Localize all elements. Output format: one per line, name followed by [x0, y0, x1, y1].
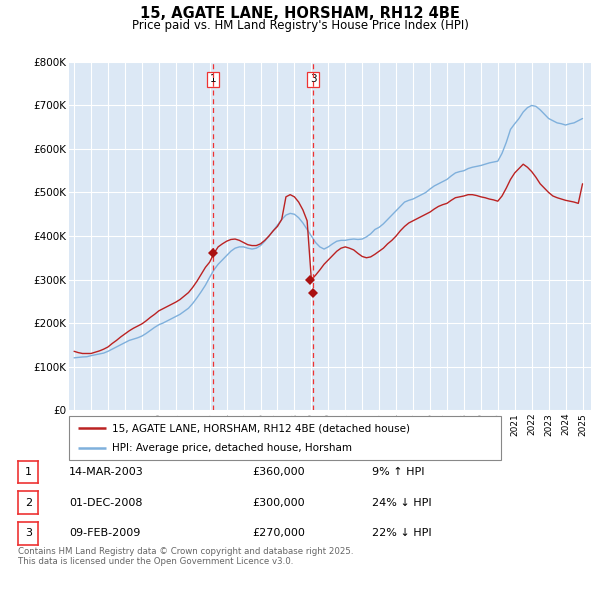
Text: £270,000: £270,000: [252, 529, 305, 538]
Text: HPI: Average price, detached house, Horsham: HPI: Average price, detached house, Hors…: [112, 443, 352, 453]
Text: 22% ↓ HPI: 22% ↓ HPI: [372, 529, 431, 538]
Text: £360,000: £360,000: [252, 467, 305, 477]
Text: 2: 2: [25, 498, 32, 507]
Text: 3: 3: [25, 529, 32, 538]
Text: Price paid vs. HM Land Registry's House Price Index (HPI): Price paid vs. HM Land Registry's House …: [131, 19, 469, 32]
Text: 9% ↑ HPI: 9% ↑ HPI: [372, 467, 425, 477]
Text: 14-MAR-2003: 14-MAR-2003: [69, 467, 144, 477]
FancyBboxPatch shape: [69, 416, 501, 460]
Text: 01-DEC-2008: 01-DEC-2008: [69, 498, 143, 507]
Text: 3: 3: [310, 74, 317, 84]
Text: This data is licensed under the Open Government Licence v3.0.: This data is licensed under the Open Gov…: [18, 558, 293, 566]
Text: 15, AGATE LANE, HORSHAM, RH12 4BE: 15, AGATE LANE, HORSHAM, RH12 4BE: [140, 6, 460, 21]
Text: £300,000: £300,000: [252, 498, 305, 507]
Text: 09-FEB-2009: 09-FEB-2009: [69, 529, 140, 538]
Text: 24% ↓ HPI: 24% ↓ HPI: [372, 498, 431, 507]
Text: 15, AGATE LANE, HORSHAM, RH12 4BE (detached house): 15, AGATE LANE, HORSHAM, RH12 4BE (detac…: [112, 424, 410, 433]
Text: 1: 1: [209, 74, 216, 84]
Text: 1: 1: [25, 467, 32, 477]
Text: Contains HM Land Registry data © Crown copyright and database right 2025.: Contains HM Land Registry data © Crown c…: [18, 547, 353, 556]
